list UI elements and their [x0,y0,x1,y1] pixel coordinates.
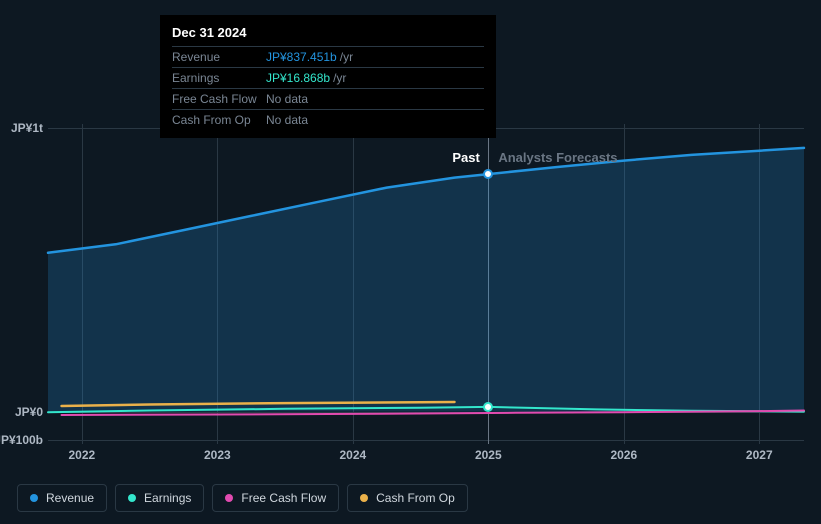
legend-item-earnings[interactable]: Earnings [115,484,204,512]
tooltip-row-value: JP¥837.451b [266,50,337,64]
tooltip-row-label: Revenue [172,50,266,64]
series-fill-revenue [48,148,804,412]
legend-dot-icon [225,494,233,502]
chart-lines [48,128,804,440]
marker-earnings [483,402,493,412]
region-label-forecast: Analysts Forecasts [498,150,617,165]
tooltip: Dec 31 2024 RevenueJP¥837.451b/yrEarning… [160,15,496,138]
chart-container: JP¥1tJP¥0-JP¥100b 2022202320242025202620… [17,0,805,524]
x-axis-label: 2026 [610,448,637,462]
legend-item-revenue[interactable]: Revenue [17,484,107,512]
y-axis-label: JP¥1t [11,121,43,135]
legend-item-cfo[interactable]: Cash From Op [347,484,468,512]
tooltip-row-unit: /yr [333,71,346,85]
tooltip-row: RevenueJP¥837.451b/yr [172,46,484,67]
legend-dot-icon [360,494,368,502]
tooltip-row-unit: /yr [340,50,353,64]
tooltip-row: Cash From OpNo data [172,109,484,130]
legend: Revenue Earnings Free Cash Flow Cash From O… [17,484,468,512]
legend-dot-icon [128,494,136,502]
legend-item-fcf[interactable]: Free Cash Flow [212,484,339,512]
tooltip-row: Free Cash FlowNo data [172,88,484,109]
tooltip-row-value: No data [266,113,308,127]
x-axis-label: 2023 [204,448,231,462]
tooltip-row-value: JP¥16.868b [266,71,330,85]
tooltip-row-label: Free Cash Flow [172,92,266,106]
legend-label: Free Cash Flow [241,491,326,505]
tooltip-row-value: No data [266,92,308,106]
tooltip-row-label: Cash From Op [172,113,266,127]
gridline-h [48,440,804,441]
legend-label: Revenue [46,491,94,505]
region-label-past: Past [452,150,479,165]
y-axis-label: JP¥0 [15,405,43,419]
legend-dot-icon [30,494,38,502]
plot-area[interactable] [48,128,804,440]
x-axis-label: 2024 [339,448,366,462]
legend-label: Cash From Op [376,491,455,505]
y-axis-label: -JP¥100b [0,433,43,447]
x-axis-label: 2025 [475,448,502,462]
tooltip-date: Dec 31 2024 [172,25,484,46]
marker-revenue [483,169,493,179]
x-axis-label: 2022 [69,448,96,462]
tooltip-row-label: Earnings [172,71,266,85]
legend-label: Earnings [144,491,191,505]
x-axis-label: 2027 [746,448,773,462]
tooltip-row: EarningsJP¥16.868b/yr [172,67,484,88]
